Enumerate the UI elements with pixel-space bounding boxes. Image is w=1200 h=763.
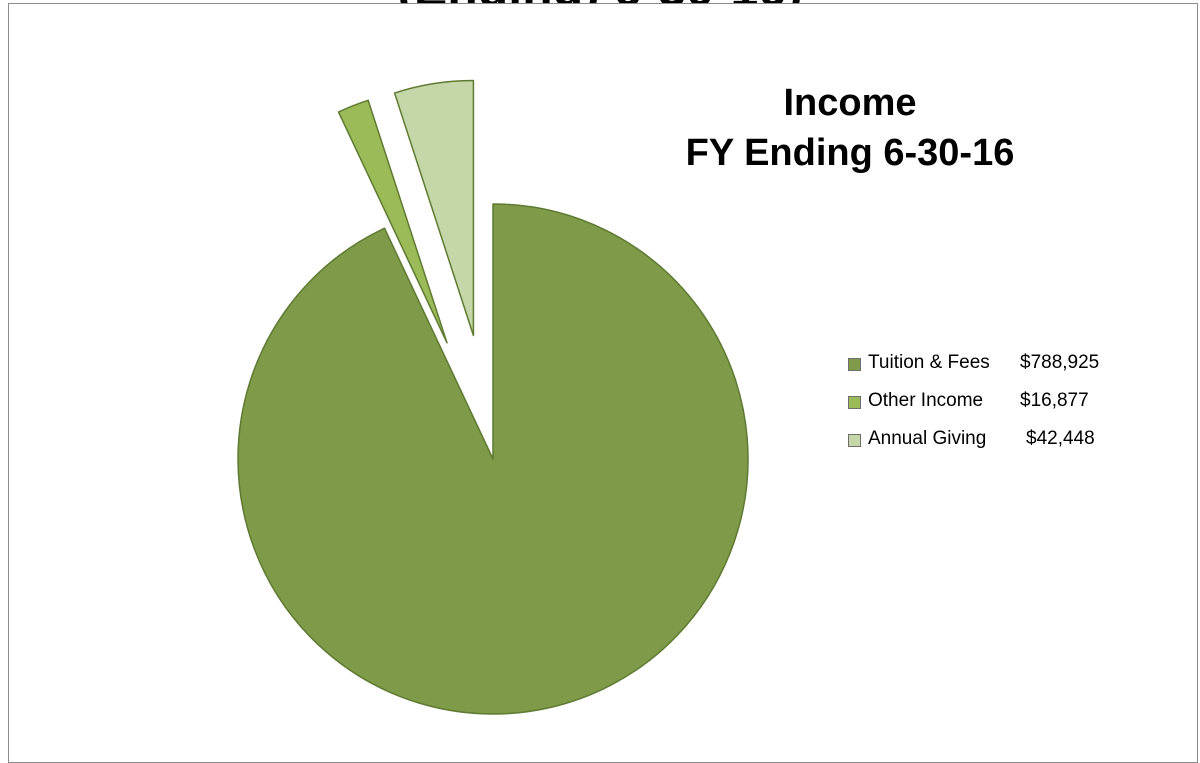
pie-slice-tuition-fees	[237, 203, 749, 715]
legend-value-tuition-fees: $788,925	[1020, 352, 1100, 373]
pie-chart	[237, 79, 749, 715]
chart-legend: Tuition & Fees $788,925 Other Income $16…	[848, 352, 1178, 466]
legend-label-tuition-fees: Tuition & Fees	[868, 352, 990, 373]
legend-swatch-annual-giving	[848, 434, 861, 447]
pie-slice-annual-giving	[393, 79, 475, 337]
chart-title-line-1: Income	[783, 82, 917, 124]
legend-item-other-income: Other Income $16,877	[848, 390, 1178, 420]
legend-value-other-income: $16,877	[1020, 390, 1089, 411]
legend-swatch-tuition-fees	[848, 358, 861, 371]
legend-label-other-income: Other Income	[868, 390, 984, 411]
legend-label-annual-giving: Annual Giving	[868, 428, 987, 449]
legend-value-annual-giving: $42,448	[1026, 428, 1095, 449]
legend-swatch-other-income	[848, 396, 861, 409]
chart-title: Income FY Ending 6-30-16	[640, 78, 1060, 178]
chart-title-line-2: FY Ending 6-30-16	[685, 132, 1015, 174]
legend-item-tuition-fees: Tuition & Fees $788,925	[848, 352, 1178, 382]
legend-item-annual-giving: Annual Giving $42,448	[848, 428, 1178, 458]
pie-slice-other-income	[337, 99, 448, 344]
